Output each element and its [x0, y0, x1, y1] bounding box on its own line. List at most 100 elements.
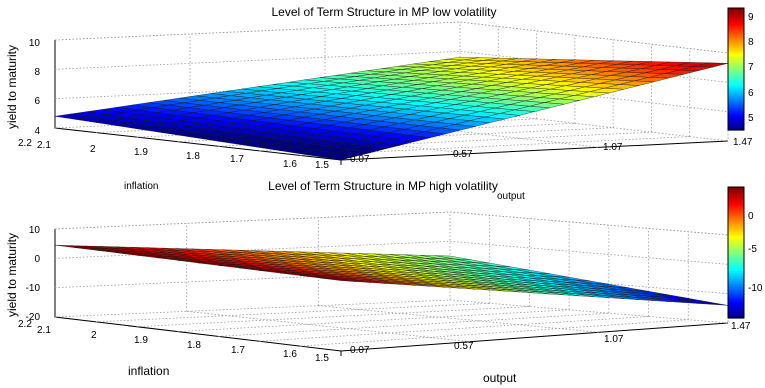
colorbar-band [728, 114, 744, 118]
colorbar-band [728, 299, 744, 303]
colorbar-band [728, 277, 744, 280]
x-tick-label: 1.47 [731, 321, 751, 332]
colorbar-tick-label: 7 [748, 62, 754, 73]
y-tick-label: 1.9 [134, 147, 148, 158]
y-tick-label: 2.1 [37, 140, 51, 151]
colorbar-band [728, 201, 744, 204]
colorbar-band [728, 21, 744, 24]
colorbar-band [728, 91, 744, 95]
colorbar-band [728, 270, 744, 274]
colorbar-band [728, 78, 744, 82]
colorbar-band [728, 236, 744, 239]
grid-line [54, 21, 729, 54]
colorbar-band [728, 67, 744, 70]
grid-line [449, 299, 729, 324]
surface [54, 244, 729, 306]
colorbar-band [728, 258, 744, 262]
colorbar-tick-label: 9 [748, 12, 754, 23]
colorbar-band [728, 11, 744, 15]
surface [54, 57, 729, 161]
colorbar-band [728, 82, 744, 85]
grid-line [54, 211, 729, 236]
colorbar-band [728, 291, 744, 295]
colorbar-band [728, 199, 744, 202]
grid-line [318, 305, 600, 333]
colorbar-band [728, 252, 744, 256]
colorbar-band [728, 61, 744, 64]
grid-line [136, 306, 530, 328]
colorbar-band [728, 120, 744, 123]
colorbar-band [728, 219, 744, 223]
colorbar-band [728, 193, 744, 196]
colorbar-tick-label: 0 [748, 211, 754, 222]
colorbar-band [728, 229, 744, 233]
surface-patch [320, 153, 356, 161]
colorbar-band [728, 74, 744, 78]
colorbar-band [728, 217, 744, 221]
colorbar-band [728, 205, 744, 209]
colorbar-tick-label: 8 [748, 37, 754, 48]
chart-title: Level of Term Structure in MP high volat… [268, 179, 498, 193]
grid-line [300, 319, 689, 347]
chart-title: Level of Term Structure in MP low volati… [272, 5, 497, 19]
colorbar-band [728, 213, 744, 217]
colorbar-band [728, 275, 744, 278]
colorbar-band [728, 84, 744, 87]
colorbar-band [728, 305, 744, 309]
colorbar-band [728, 197, 744, 200]
y-axis-label: inflation [124, 181, 158, 192]
surface-patch [320, 277, 356, 282]
colorbar-band [728, 281, 744, 284]
colorbar-band [728, 287, 744, 290]
colorbar-band [728, 15, 744, 19]
plot-high-volatility: Level of Term Structure in MP high volat… [5, 179, 763, 385]
colorbar-band [728, 238, 744, 241]
colorbar-band [728, 101, 744, 104]
grid-line [95, 302, 490, 323]
axes-box [54, 229, 729, 356]
grid-line [218, 127, 614, 147]
colorbar-band [728, 195, 744, 198]
colorbar-tick-label: 5 [748, 113, 754, 124]
colorbar-tick-label: 6 [748, 88, 754, 99]
colorbar-band [728, 191, 744, 194]
y-tick-label: 2 [90, 144, 96, 155]
y-tick-label: 1.5 [315, 353, 329, 364]
colorbar-band [728, 30, 744, 34]
colorbar-band [728, 93, 744, 97]
colorbar-band [728, 215, 744, 219]
colorbar-band [728, 112, 744, 116]
grid-line [54, 240, 729, 265]
colorbar-band [728, 32, 744, 36]
colorbar-band [728, 285, 744, 288]
y-tick-label: 2.2 [18, 138, 32, 149]
colorbar-band [728, 254, 744, 258]
colorbar-band [728, 46, 744, 49]
colorbar-band [728, 209, 744, 213]
colorbar-band [728, 122, 744, 125]
colorbar-band [728, 126, 744, 129]
colorbar-band [728, 107, 744, 110]
colorbar-band [728, 248, 744, 252]
colorbar-band [728, 25, 744, 28]
colorbar-band [728, 72, 744, 76]
colorbar-band [728, 99, 744, 103]
colorbar-band [728, 116, 744, 120]
axes-box [54, 40, 729, 165]
colorbar-band [728, 48, 744, 51]
colorbar-band [728, 221, 744, 225]
z-tick-label: 10 [29, 225, 41, 236]
colorbar-band [728, 110, 744, 114]
y-tick-label: 1.8 [186, 151, 200, 162]
colorbar-band [728, 9, 744, 13]
colorbar-band [728, 187, 744, 190]
colorbar-band [728, 57, 744, 61]
colorbar-band [728, 207, 744, 211]
colorbar-band [728, 88, 744, 91]
colorbar-band [728, 266, 744, 270]
grid-line [259, 131, 652, 152]
colorbar-band [728, 42, 744, 45]
colorbar-band [728, 49, 744, 53]
grid-line [177, 309, 570, 332]
